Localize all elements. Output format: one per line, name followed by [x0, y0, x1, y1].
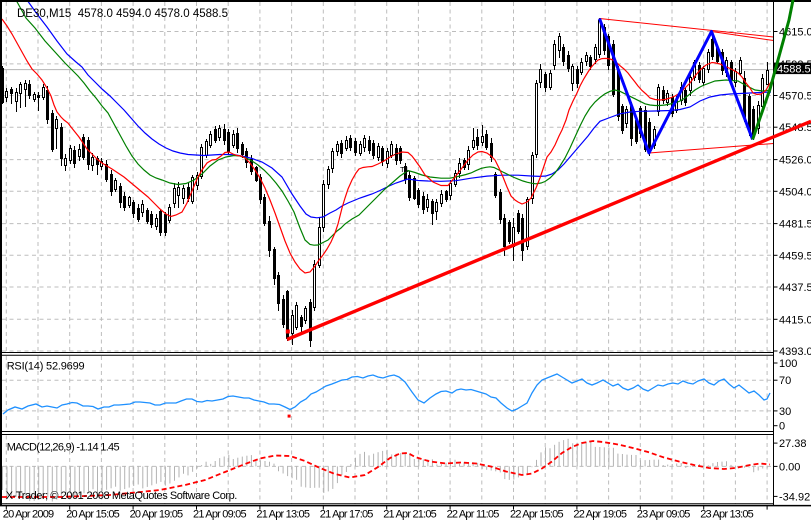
svg-text:21 Apr 21:05: 21 Apr 21:05 — [383, 509, 436, 521]
svg-text:70: 70 — [779, 375, 791, 387]
svg-text:4481.5: 4481.5 — [779, 219, 811, 231]
svg-text:4588.5: 4588.5 — [777, 63, 811, 75]
svg-text:20 Apr 15:05: 20 Apr 15:05 — [66, 509, 119, 521]
svg-text:22 Apr 11:05: 22 Apr 11:05 — [447, 509, 500, 521]
svg-text:20 Apr 2009: 20 Apr 2009 — [3, 509, 54, 521]
svg-text:4415.0: 4415.0 — [779, 314, 811, 326]
svg-text:21 Apr 17:05: 21 Apr 17:05 — [320, 509, 373, 521]
svg-text:23 Apr 13:05: 23 Apr 13:05 — [700, 509, 753, 521]
svg-text:4459.5: 4459.5 — [779, 250, 811, 262]
svg-text:30: 30 — [779, 406, 791, 418]
svg-text:T: T — [394, 152, 399, 161]
svg-text:4393.0: 4393.0 — [779, 346, 811, 358]
svg-text:4504.0: 4504.0 — [779, 186, 811, 198]
svg-text:22 Apr 19:05: 22 Apr 19:05 — [573, 509, 626, 521]
svg-text:22 Apr 15:05: 22 Apr 15:05 — [510, 509, 563, 521]
svg-text:-34.92: -34.92 — [779, 491, 810, 503]
svg-text:4526.0: 4526.0 — [779, 155, 811, 167]
svg-text:20 Apr 19:05: 20 Apr 19:05 — [130, 509, 183, 521]
svg-text:27.38: 27.38 — [779, 438, 807, 450]
svg-text:4570.5: 4570.5 — [779, 91, 811, 103]
svg-text:MACD(12,26,9) -1.14 1.45: MACD(12,26,9) -1.14 1.45 — [7, 442, 120, 454]
svg-text:0: 0 — [779, 421, 785, 433]
svg-text:0.00: 0.00 — [779, 461, 800, 473]
svg-text:RSI(14) 52.9699: RSI(14) 52.9699 — [7, 361, 85, 373]
svg-text:DE30,M15 4578.0 4594.0 4578.0: DE30,M15 4578.0 4594.0 4578.0 4588.5 — [17, 8, 228, 20]
svg-text:100: 100 — [779, 358, 797, 370]
svg-text:21 Apr 13:05: 21 Apr 13:05 — [256, 509, 309, 521]
svg-text:23 Apr 09:05: 23 Apr 09:05 — [637, 509, 690, 521]
svg-text:X-Trader; © 2001-2008 MetaQuot: X-Trader; © 2001-2008 MetaQuotes Softwar… — [6, 490, 238, 502]
svg-text:4437.5: 4437.5 — [779, 282, 811, 294]
svg-text:T1: T1 — [400, 165, 409, 174]
svg-text:21 Apr 09:05: 21 Apr 09:05 — [193, 509, 246, 521]
